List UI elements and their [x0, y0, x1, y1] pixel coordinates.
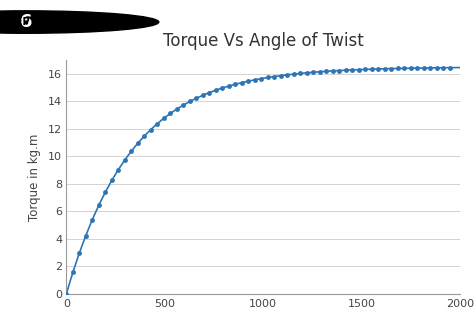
Text: Graph.: Graph.: [52, 16, 94, 28]
Circle shape: [0, 11, 159, 33]
Text: 6: 6: [20, 13, 32, 31]
Y-axis label: Torque in kg.m: Torque in kg.m: [28, 133, 41, 221]
Title: Torque Vs Angle of Twist: Torque Vs Angle of Twist: [163, 32, 364, 50]
Text: STEP: STEP: [2, 17, 30, 27]
